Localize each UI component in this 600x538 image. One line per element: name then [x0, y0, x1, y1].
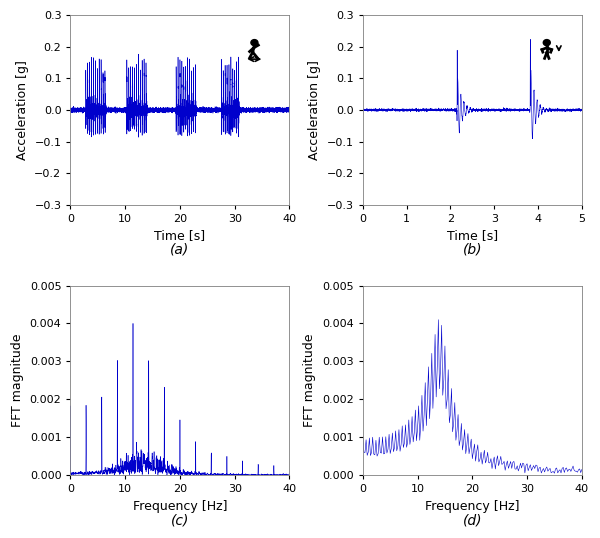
Circle shape: [251, 40, 258, 46]
Y-axis label: Acceleration [g]: Acceleration [g]: [16, 60, 29, 160]
Y-axis label: FFT magnitude: FFT magnitude: [11, 334, 24, 427]
X-axis label: Frequency [Hz]: Frequency [Hz]: [425, 500, 520, 513]
Text: (c): (c): [171, 513, 189, 527]
X-axis label: Frequency [Hz]: Frequency [Hz]: [133, 500, 227, 513]
X-axis label: Time [s]: Time [s]: [154, 229, 206, 243]
Text: (a): (a): [170, 243, 190, 257]
Y-axis label: FFT magnitude: FFT magnitude: [304, 334, 316, 427]
Text: (d): (d): [463, 513, 482, 527]
Text: (b): (b): [463, 243, 482, 257]
X-axis label: Time [s]: Time [s]: [447, 229, 498, 243]
Y-axis label: Acceleration [g]: Acceleration [g]: [308, 60, 321, 160]
Circle shape: [543, 40, 550, 46]
